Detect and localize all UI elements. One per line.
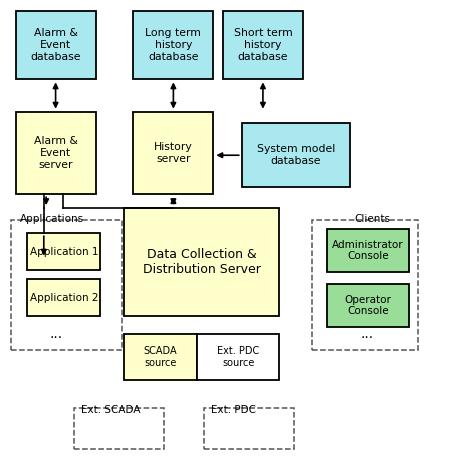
Text: SCADA
source: SCADA source	[144, 346, 177, 368]
Text: Operator
Console: Operator Console	[344, 295, 391, 316]
Bar	[124, 208, 279, 316]
Text: Ext. SCADA: Ext. SCADA	[82, 405, 141, 415]
Text: Short term
history
database: Short term history database	[234, 29, 292, 61]
Bar	[327, 284, 409, 328]
Text: Application 2: Application 2	[29, 292, 98, 303]
Bar	[204, 408, 293, 449]
Bar	[16, 11, 96, 79]
Bar	[242, 123, 350, 188]
Bar	[11, 219, 121, 350]
Bar	[124, 334, 197, 380]
Text: Alarm &
Event
database: Alarm & Event database	[30, 29, 81, 61]
Bar	[197, 334, 279, 380]
Bar	[223, 11, 303, 79]
Text: System model
database: System model database	[257, 145, 335, 166]
Text: History
server: History server	[154, 142, 193, 164]
Bar	[327, 229, 409, 272]
Text: Administrator
Console: Administrator Console	[332, 240, 403, 261]
Text: Application 1: Application 1	[29, 247, 98, 257]
Bar	[27, 279, 100, 316]
Bar	[133, 11, 213, 79]
Text: ...: ...	[360, 327, 373, 341]
Text: Alarm &
Event
server: Alarm & Event server	[34, 136, 78, 170]
Text: ...: ...	[49, 327, 62, 341]
Bar	[312, 219, 419, 350]
Bar	[27, 233, 100, 270]
Text: Clients: Clients	[355, 214, 391, 224]
Text: Ext. PDC
source: Ext. PDC source	[217, 346, 259, 368]
Bar	[16, 112, 96, 194]
Text: Data Collection &
Distribution Server: Data Collection & Distribution Server	[143, 248, 261, 276]
Text: Applications: Applications	[20, 214, 84, 224]
Bar	[133, 112, 213, 194]
Bar	[74, 408, 164, 449]
Text: Ext. PDC: Ext. PDC	[211, 405, 256, 415]
Text: Long term
history
database: Long term history database	[146, 29, 201, 61]
